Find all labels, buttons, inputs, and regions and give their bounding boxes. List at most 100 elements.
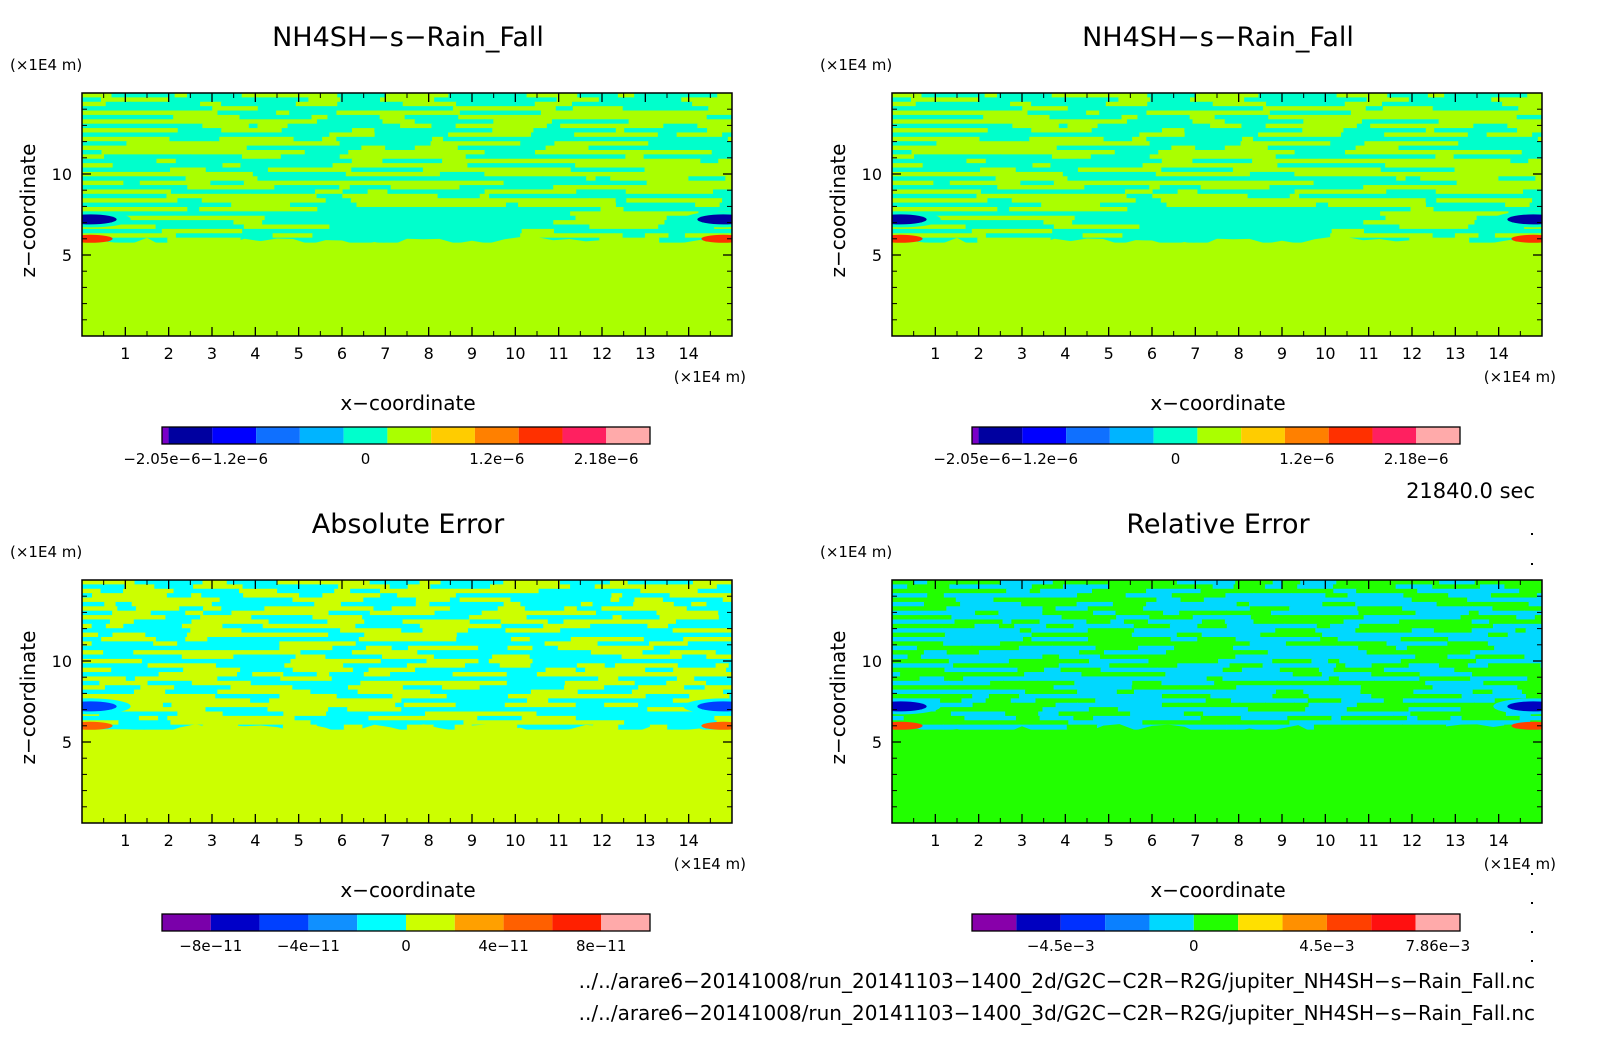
field-band-cell xyxy=(1088,658,1150,664)
field-band-cell xyxy=(1339,658,1402,664)
field-band-cell xyxy=(174,215,225,221)
field-band-cell xyxy=(543,623,592,629)
field-band-cell xyxy=(965,224,1055,230)
field-band-cell xyxy=(944,632,994,638)
field-band-cell xyxy=(892,114,985,120)
field-band-cell xyxy=(257,658,292,664)
field-band-cell xyxy=(1470,676,1529,682)
field-band-cell xyxy=(242,228,301,234)
x-tick-label: 4 xyxy=(1060,344,1070,363)
field-band-cell xyxy=(362,615,414,621)
field-band-cell xyxy=(299,228,361,234)
field-band-cell xyxy=(1212,211,1264,217)
field-band-cell xyxy=(187,93,229,98)
field-band-cell xyxy=(658,224,716,230)
field-band-cell xyxy=(200,101,223,107)
colorbar-swatch xyxy=(1153,427,1198,444)
field-band-cell xyxy=(686,606,706,612)
field-band-cell xyxy=(984,215,1035,221)
field-band-cell xyxy=(1367,163,1387,169)
x-tick-label: 2 xyxy=(974,344,984,363)
field-band-cell xyxy=(1438,663,1469,669)
field-band-cell xyxy=(668,233,686,239)
colorbar-swatch xyxy=(503,914,553,931)
field-band-cell xyxy=(706,672,728,678)
field-band-cell xyxy=(1216,689,1259,695)
field-band-cell xyxy=(1184,132,1260,138)
field-band-cell xyxy=(568,663,578,669)
field-band-cell xyxy=(82,650,105,656)
field-band-cell xyxy=(1417,136,1459,142)
field-band-cell xyxy=(1139,224,1234,230)
colorbar-swatch xyxy=(212,427,257,444)
field-band-cell xyxy=(907,654,922,660)
field-band-cell xyxy=(111,667,156,673)
field-band-cell xyxy=(212,106,259,112)
field-band-cell xyxy=(1370,171,1433,177)
field-band-cell xyxy=(704,606,732,612)
field-band-cell xyxy=(170,220,186,226)
field-band-cell xyxy=(105,623,125,629)
field-band-cell xyxy=(1262,202,1277,208)
x-tick-label: 13 xyxy=(635,344,655,363)
field-band-cell xyxy=(1300,580,1310,585)
field-band-cell xyxy=(461,680,473,686)
field-band-cell xyxy=(1170,636,1199,642)
field-band-cell xyxy=(268,597,294,603)
field-band-cell xyxy=(279,606,317,612)
colorbar-swatch xyxy=(256,427,300,444)
field-band-cell xyxy=(364,632,422,638)
field-band-cell xyxy=(706,654,731,660)
field-band-cell xyxy=(1278,167,1291,173)
field-band-cell xyxy=(1092,193,1128,199)
field-band-cell xyxy=(1541,667,1542,673)
field-band-cell xyxy=(553,220,591,226)
field-band-cell xyxy=(1097,123,1191,129)
field-band-cell xyxy=(103,580,136,585)
field-band-cell xyxy=(563,619,622,625)
field-band-cell xyxy=(174,584,195,590)
field-band-cell xyxy=(987,128,1007,134)
field-band-cell xyxy=(978,650,1030,656)
field-band-cell xyxy=(1082,693,1105,699)
field-band-cell xyxy=(1163,610,1181,616)
field-band-cell xyxy=(82,632,100,638)
field-band-cell xyxy=(82,689,135,695)
field-band-cell xyxy=(241,154,282,160)
edge-anomaly-min xyxy=(82,214,117,225)
field-band-cell xyxy=(1076,601,1114,607)
field-band-cell xyxy=(1316,623,1332,629)
field-band-cell xyxy=(598,676,620,682)
field-band-cell xyxy=(718,615,732,621)
field-band-cell xyxy=(484,171,562,177)
field-band-cell xyxy=(1149,185,1161,191)
field-band-cell xyxy=(983,114,1051,120)
field-band-cell xyxy=(1143,606,1172,612)
field-band-cell xyxy=(1383,698,1404,704)
field-band-cell xyxy=(499,667,547,673)
field-band-cell xyxy=(590,650,644,656)
field-band-cell xyxy=(516,685,566,691)
field-band-cell xyxy=(1203,597,1231,603)
field-band-cell xyxy=(610,176,690,182)
field-band-cell xyxy=(1249,641,1287,647)
x-tick-label: 9 xyxy=(1277,344,1287,363)
field-band-cell xyxy=(1432,584,1481,590)
field-band-cell xyxy=(1222,676,1278,682)
field-band-cell xyxy=(1073,623,1135,629)
field-band-cell xyxy=(1258,132,1311,138)
field-band-cell xyxy=(1179,610,1227,616)
field-band-cell xyxy=(1425,202,1485,208)
field-band-cell xyxy=(892,615,953,621)
field-band-cell xyxy=(557,154,627,160)
field-band-cell xyxy=(175,233,212,239)
field-band-cell xyxy=(478,658,490,664)
field-band-cell xyxy=(892,641,945,647)
field-band-cell xyxy=(1083,132,1141,138)
field-band-cell xyxy=(281,128,353,134)
field-band-cell xyxy=(82,658,143,664)
field-band-cell xyxy=(1354,632,1384,638)
field-band-cell xyxy=(1184,128,1214,134)
field-band-cell xyxy=(1142,597,1158,603)
field-band-cell xyxy=(1093,715,1143,721)
